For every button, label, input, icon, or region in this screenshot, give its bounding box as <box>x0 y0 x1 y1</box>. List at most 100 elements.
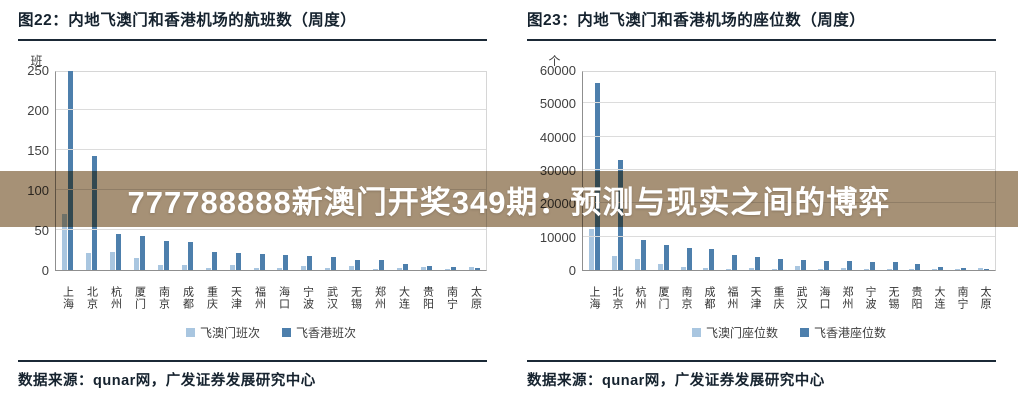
gridline <box>56 109 486 110</box>
bar <box>116 234 122 270</box>
legend-item: 飞澳门座位数 <box>691 323 778 341</box>
bar <box>909 268 915 270</box>
y-tick-label: 40000 <box>539 129 576 145</box>
bar-group <box>152 72 176 270</box>
bar-group <box>766 72 789 270</box>
x-tick-label: 杭州 <box>634 286 646 310</box>
x-tick-label: 厦门 <box>133 286 146 310</box>
bar <box>253 268 259 270</box>
bar <box>794 266 800 270</box>
legend-swatch <box>282 327 291 337</box>
bar <box>886 269 892 270</box>
x-tick-label: 郑州 <box>373 286 386 310</box>
x-tick-label: 福州 <box>253 286 266 310</box>
bar-group <box>675 72 698 270</box>
bar <box>755 257 761 270</box>
legend-label: 飞澳门班次 <box>199 325 260 340</box>
bar <box>307 256 313 270</box>
bar <box>62 214 68 270</box>
bar-group <box>104 72 128 270</box>
legend-swatch <box>691 327 701 337</box>
bar <box>726 268 732 270</box>
y-tick-label: 0 <box>568 263 576 278</box>
bar <box>379 260 385 270</box>
bar <box>283 254 289 270</box>
bar <box>110 251 116 270</box>
bar-group <box>247 72 271 270</box>
gridline <box>583 102 995 104</box>
bar <box>235 253 241 270</box>
bar <box>86 253 92 270</box>
bar <box>778 258 784 270</box>
bar <box>588 228 594 270</box>
bar <box>355 259 361 270</box>
x-tick-label: 大连 <box>933 286 945 310</box>
x-tick-label: 南京 <box>680 286 692 310</box>
x-tick-label: 天津 <box>229 286 242 310</box>
bar <box>277 268 283 270</box>
bar <box>229 265 235 270</box>
x-axis-labels: 上海 北京 杭州 厦门 南京 成都 福州 天津 重庆 武汉 海口 郑州 宁波 无锡 贵阳 大连 南宁 太原 <box>582 274 996 322</box>
bar <box>301 266 307 270</box>
source-row: 数据来源：qunar网，广发证券发展研究中心 <box>18 360 487 390</box>
bar <box>961 267 967 270</box>
x-tick-label: 杭州 <box>109 286 122 310</box>
bar-group <box>949 72 972 270</box>
source-row: 数据来源：qunar网，广发证券发展研究中心 <box>527 360 996 390</box>
gridline <box>583 235 995 237</box>
x-tick-label: 重庆 <box>772 286 784 310</box>
x-tick-label: 郑州 <box>841 286 853 310</box>
bar <box>984 268 990 270</box>
bar-group <box>390 72 414 270</box>
legend-label: 飞香港班次 <box>296 325 357 340</box>
bar <box>181 265 187 270</box>
x-tick-label: 重庆 <box>205 286 218 310</box>
bar <box>450 266 456 270</box>
bar-group <box>743 72 766 270</box>
bar-group <box>128 72 152 270</box>
legend-label: 飞澳门座位数 <box>705 325 778 340</box>
x-tick-label: 贵阳 <box>421 286 434 310</box>
bar <box>331 257 337 270</box>
bar <box>772 268 778 270</box>
legend-item: 飞香港班次 <box>282 323 356 341</box>
bar <box>863 268 869 270</box>
x-tick-label: 贵阳 <box>910 286 922 310</box>
bar-group <box>903 72 926 270</box>
bar-group <box>271 72 295 270</box>
bar <box>978 268 984 270</box>
chart-legend: 飞澳门座位数 飞香港座位数 <box>582 323 996 341</box>
legend-item: 飞澳门班次 <box>185 323 260 341</box>
bar-group <box>56 70 80 270</box>
bar <box>140 236 146 270</box>
bar-group <box>199 72 223 270</box>
x-tick-label: 太原 <box>469 286 482 310</box>
y-tick-label: 50 <box>34 223 49 238</box>
bar <box>955 269 961 270</box>
title-divider <box>527 39 996 41</box>
gridline <box>583 169 995 170</box>
x-tick-label: 北京 <box>85 286 98 310</box>
x-tick-label: 宁波 <box>301 286 314 310</box>
bar <box>164 241 169 270</box>
bar <box>134 258 140 270</box>
bar-group <box>881 72 904 270</box>
y-tick-label: 150 <box>27 143 49 158</box>
bar-group <box>858 72 881 270</box>
bar-group <box>720 72 743 270</box>
data-source-text: 数据来源：qunar网，广发证券发展研究中心 <box>527 373 825 389</box>
bar <box>938 267 944 270</box>
watermark-band <box>0 171 1018 227</box>
bar <box>420 266 426 270</box>
watermark-text: 777788888新澳门开奖349期：预测与现实之间的博弈 <box>127 184 891 220</box>
bar-group <box>697 72 720 270</box>
bar <box>205 267 211 270</box>
y-tick-label: 200 <box>27 103 49 118</box>
bar-group <box>972 72 995 270</box>
bar-group <box>926 72 949 270</box>
bar <box>640 239 646 270</box>
y-axis-unit-label: 班 <box>30 54 43 68</box>
bar <box>915 264 921 270</box>
x-tick-label: 成都 <box>181 286 194 310</box>
